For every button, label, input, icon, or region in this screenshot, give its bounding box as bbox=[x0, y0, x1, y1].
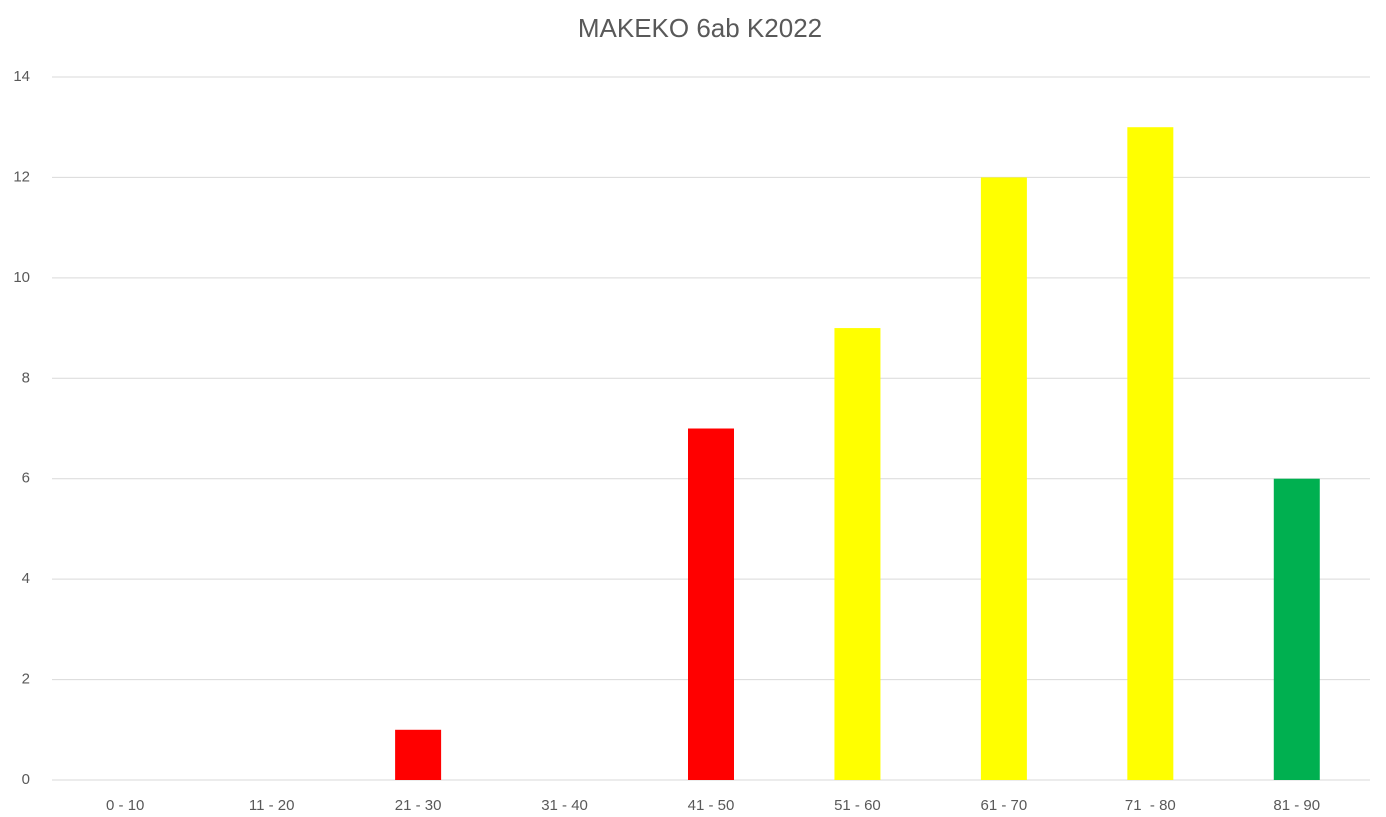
x-tick-label: 71 - 80 bbox=[1125, 797, 1176, 814]
y-tick-label: 4 bbox=[22, 570, 30, 587]
x-tick-label: 31 - 40 bbox=[541, 797, 588, 814]
x-tick-label: 51 - 60 bbox=[834, 797, 881, 814]
bar bbox=[395, 729, 442, 780]
bar bbox=[1273, 478, 1320, 780]
x-tick-label: 21 - 30 bbox=[395, 797, 442, 814]
y-tick-label: 12 bbox=[13, 168, 30, 185]
x-tick-label: 81 - 90 bbox=[1273, 797, 1320, 814]
x-tick-label: 41 - 50 bbox=[688, 797, 735, 814]
x-tick-label: 11 - 20 bbox=[249, 797, 295, 814]
chart-title: MAKEKO 6ab K2022 bbox=[578, 13, 822, 43]
y-tick-label: 14 bbox=[13, 68, 30, 85]
y-tick-label: 0 bbox=[22, 771, 30, 788]
bar bbox=[688, 428, 734, 780]
y-tick-label: 2 bbox=[22, 671, 30, 688]
bar bbox=[1127, 127, 1174, 780]
y-tick-label: 10 bbox=[13, 269, 30, 286]
bar bbox=[834, 328, 881, 780]
x-tick-label: 61 - 70 bbox=[981, 797, 1028, 814]
bar bbox=[980, 177, 1027, 780]
y-tick-label: 6 bbox=[22, 470, 30, 487]
y-tick-label: 8 bbox=[22, 369, 30, 386]
x-tick-label: 0 - 10 bbox=[106, 797, 144, 814]
